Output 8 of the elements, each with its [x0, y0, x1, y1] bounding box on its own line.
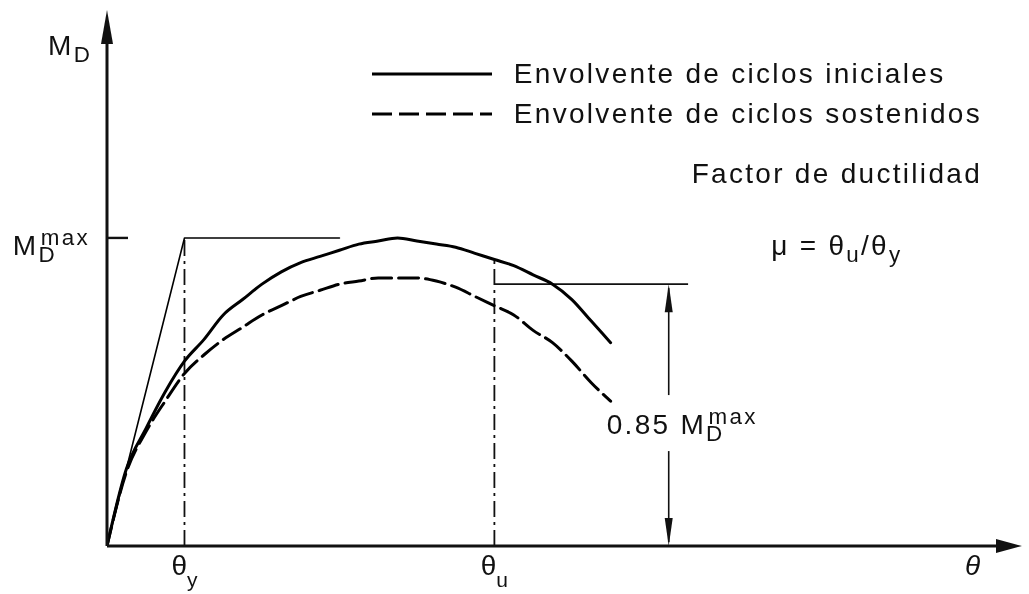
x-tick-label: θ$_{u}$ [480, 550, 509, 591]
legend-label: Envolvente de ciclos sostenidos [513, 97, 982, 131]
annotation: μ = θ$_{u}$/θ$_{y}$ [771, 230, 903, 267]
text: M$_{D}$ [48, 30, 93, 67]
text: Factor de ductilidad [691, 158, 982, 189]
x-tick-label: θ$_{y}$ [171, 550, 199, 591]
x-axis-title: θ [965, 550, 983, 581]
legend-label: Envolvente de ciclos iniciales [513, 57, 946, 91]
